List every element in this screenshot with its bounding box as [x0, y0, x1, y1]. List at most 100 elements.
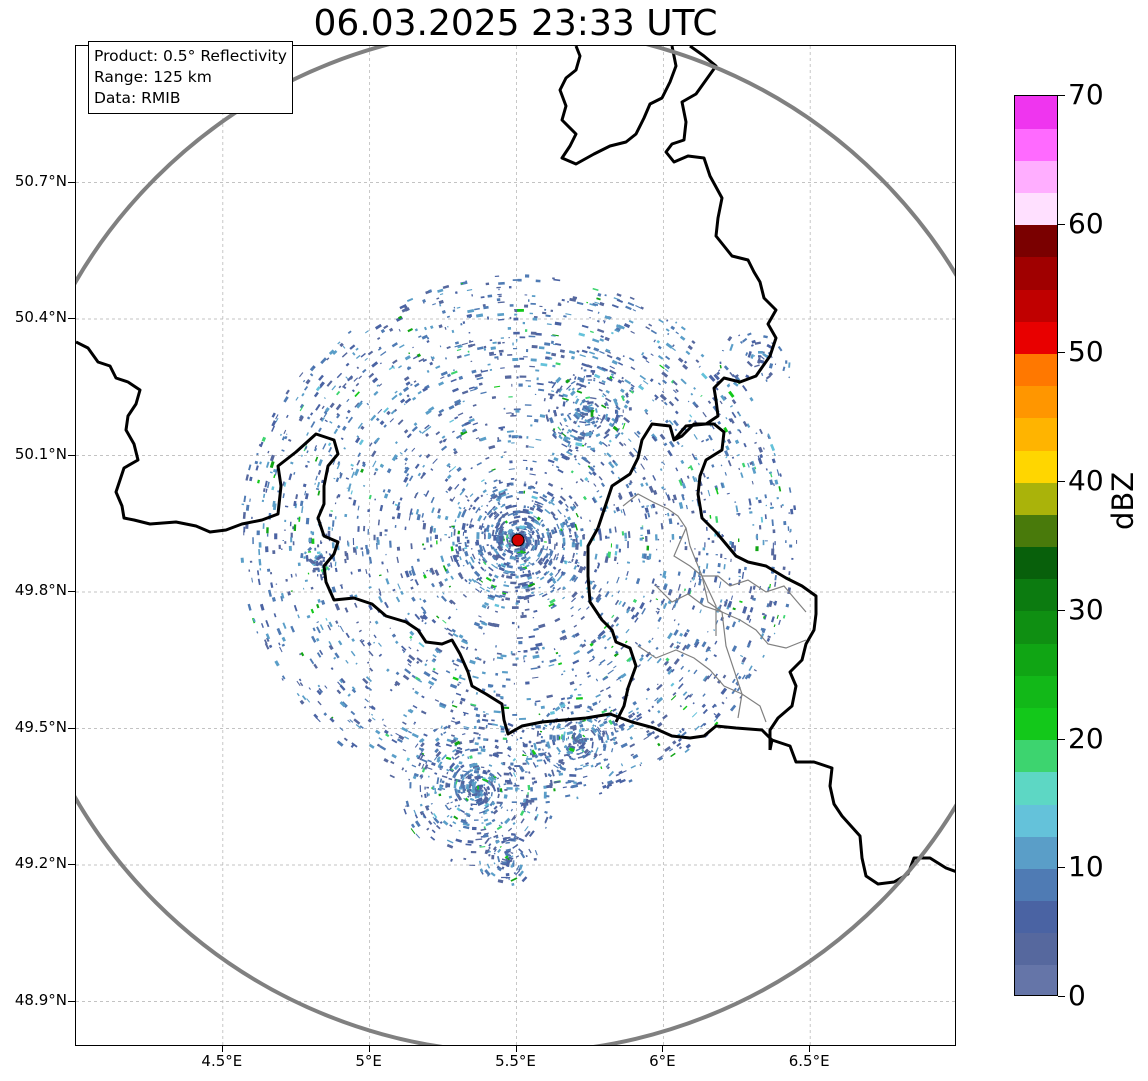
echo-pixel: [676, 641, 680, 644]
echo-pixel: [583, 737, 588, 742]
echo-pixel: [594, 724, 597, 727]
echo-pixel: [656, 722, 663, 728]
echo-pixel: [570, 538, 573, 541]
echo-pixel: [753, 354, 756, 357]
echo-pixel: [755, 432, 758, 435]
echo-pixel: [358, 629, 362, 633]
echo-pixel: [521, 729, 525, 734]
echo-pixel: [482, 769, 487, 773]
echo-pixel: [351, 471, 355, 479]
echo-pixel: [770, 502, 773, 506]
echo-pixel: [436, 758, 441, 763]
echo-pixel: [725, 697, 728, 699]
echo-pixel: [526, 415, 533, 418]
echo-pixel: [540, 362, 548, 367]
echo-pixel: [392, 588, 396, 592]
echo-pixel: [583, 639, 587, 643]
echo-pixel: [511, 522, 518, 527]
echo-pixel: [557, 509, 562, 515]
echo-pixel: [335, 620, 339, 625]
echo-pixel: [436, 777, 440, 785]
echo-pixel: [333, 477, 336, 480]
echo-pixel: [447, 724, 451, 729]
echo-pixel: [527, 799, 535, 803]
echo-pixel: [362, 484, 366, 487]
echo-pixel: [477, 768, 480, 771]
echo-pixel: [480, 479, 485, 483]
echo-pixel: [455, 434, 463, 440]
echo-pixel: [425, 433, 430, 438]
echo-pixel: [535, 438, 542, 441]
echo-pixel: [599, 418, 604, 424]
echo-pixel: [600, 736, 604, 744]
echo-pixel: [504, 788, 508, 791]
echo-pixel: [659, 573, 662, 576]
echo-pixel: [408, 514, 411, 521]
echo-pixel: [636, 711, 640, 715]
echo-pixel: [389, 774, 395, 779]
echo-pixel: [651, 637, 654, 640]
echo-pixel: [281, 678, 284, 681]
echo-pixel: [384, 601, 389, 609]
echo-pixel: [566, 696, 573, 700]
echo-pixel: [538, 346, 545, 350]
echo-pixel: [496, 656, 504, 660]
echo-pixel: [628, 491, 634, 498]
echo-pixel: [573, 501, 579, 507]
radar-map[interactable]: [75, 45, 956, 1046]
echo-pixel: [648, 730, 655, 736]
echo-pixel: [672, 740, 677, 745]
echo-pixel: [625, 483, 630, 489]
echo-pixel: [715, 554, 719, 556]
echo-pixel: [657, 742, 661, 747]
echo-pixel: [537, 538, 540, 542]
echo-pixel: [615, 414, 620, 422]
echo-pixel: [394, 441, 398, 445]
echo-pixel: [539, 414, 546, 418]
echo-pixel: [643, 735, 649, 740]
echo-pixel: [568, 388, 571, 392]
echo-pixel: [628, 357, 635, 362]
echo-pixel: [534, 393, 537, 396]
echo-pixel: [466, 499, 470, 502]
echo-pixel: [345, 659, 349, 664]
echo-pixel: [717, 420, 722, 425]
echo-pixel: [551, 511, 556, 516]
echo-pixel: [541, 660, 544, 663]
echo-pixel: [428, 820, 433, 825]
echo-pixel: [774, 479, 779, 485]
echo-pixel: [499, 802, 503, 807]
echo-pixel: [336, 463, 341, 470]
echo-pixel: [515, 575, 519, 579]
echo-pixel: [691, 605, 696, 610]
echo-pixel: [579, 643, 583, 646]
echo-pixel: [496, 652, 502, 655]
echo-pixel: [734, 439, 740, 445]
echo-pixel: [365, 676, 373, 683]
echo-pixel: [469, 739, 474, 744]
echo-pixel: [597, 734, 602, 741]
echo-pixel: [556, 769, 562, 774]
echo-pixel: [611, 422, 615, 428]
echo-pixel: [485, 724, 488, 729]
echo-pixel: [550, 381, 553, 383]
echo-pixel: [395, 596, 401, 603]
echo-pixel: [716, 371, 721, 376]
echo-pixel: [541, 523, 546, 528]
echo-pixel: [454, 401, 461, 407]
echo-pixel: [586, 374, 592, 378]
echo-pixel: [523, 505, 527, 509]
echo-pixel: [452, 309, 456, 313]
echo-pixel: [469, 864, 476, 866]
x-tick-mark: [662, 1046, 664, 1052]
echo-pixel: [592, 580, 595, 583]
echo-pixel: [346, 487, 349, 489]
echo-pixel: [516, 738, 519, 741]
echo-pixel: [370, 414, 377, 422]
echo-pixel: [464, 578, 468, 583]
echo-pixel: [644, 513, 648, 520]
echo-pixel: [344, 513, 348, 518]
echo-pixel: [440, 732, 444, 736]
echo-pixel: [563, 515, 566, 518]
echo-pixel: [593, 568, 598, 573]
